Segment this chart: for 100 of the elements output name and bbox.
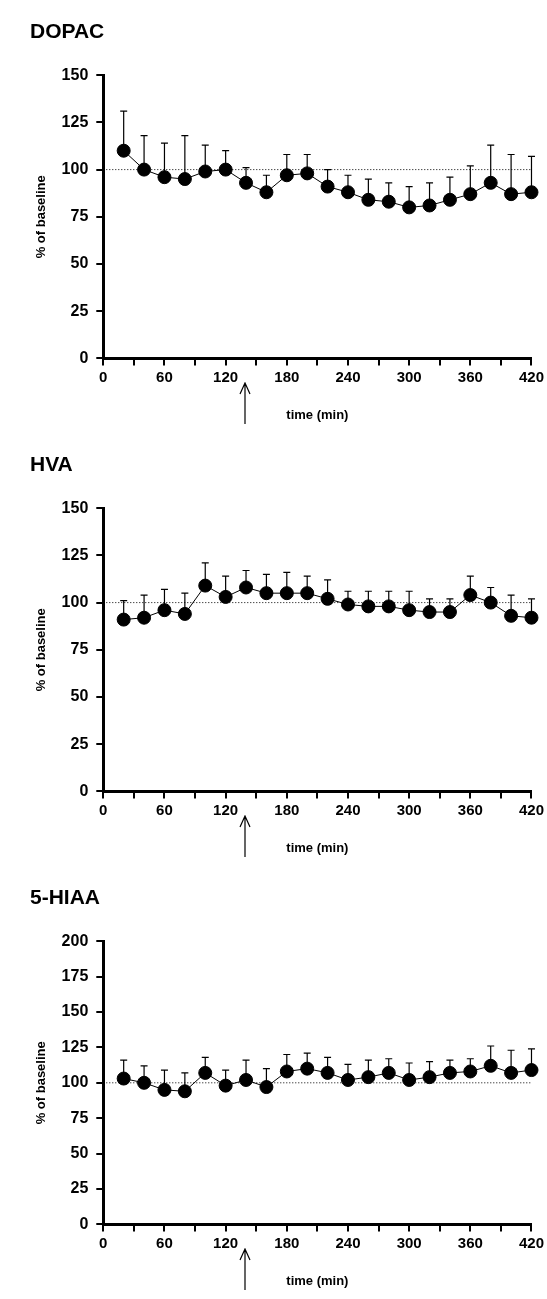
- y-tick-label: 0: [79, 348, 89, 366]
- y-tick-label: 200: [61, 931, 89, 949]
- x-axis-title: time (min): [286, 406, 349, 422]
- x-tick-label: 60: [156, 800, 173, 818]
- x-tick-label: 360: [457, 1233, 483, 1251]
- y-tick-label: 50: [70, 687, 89, 705]
- x-tick-label: 120: [213, 800, 239, 818]
- point: [137, 1075, 152, 1090]
- point: [504, 608, 519, 623]
- y-tick-label: 50: [70, 1144, 89, 1162]
- x-tick-label: 360: [457, 367, 483, 385]
- point: [239, 175, 254, 190]
- x-tick-label: 60: [156, 367, 173, 385]
- point: [483, 1058, 498, 1073]
- point: [300, 586, 315, 601]
- x-tick-label: 120: [213, 1233, 239, 1251]
- point: [381, 194, 396, 209]
- y-tick-label: 150: [61, 498, 89, 516]
- point: [340, 597, 355, 612]
- point: [198, 164, 213, 179]
- point: [340, 1072, 355, 1087]
- y-tick-label: 150: [61, 1002, 89, 1020]
- y-tick-label: 125: [61, 112, 89, 130]
- point: [279, 586, 294, 601]
- point: [381, 599, 396, 614]
- point: [218, 589, 233, 604]
- point: [320, 591, 335, 606]
- y-tick-label: 50: [70, 254, 89, 272]
- point: [361, 192, 376, 207]
- chart-title: 5-HIAA: [30, 885, 101, 909]
- y-tick-label: 150: [61, 65, 89, 83]
- point: [483, 175, 498, 190]
- y-tick-label: 175: [61, 967, 89, 985]
- point: [483, 595, 498, 610]
- point: [239, 580, 254, 595]
- x-tick-label: 0: [99, 1233, 108, 1251]
- point: [279, 1064, 294, 1079]
- point: [422, 1070, 437, 1085]
- point: [463, 588, 478, 603]
- point: [259, 1080, 274, 1095]
- y-tick-label: 75: [70, 1108, 89, 1126]
- point: [361, 599, 376, 614]
- y-tick-label: 125: [61, 1037, 89, 1055]
- y-tick-label: 100: [61, 160, 89, 178]
- chart-title: HVA: [30, 452, 73, 476]
- point: [402, 1072, 417, 1087]
- point: [157, 603, 172, 618]
- x-tick-label: 0: [99, 800, 108, 818]
- point: [300, 166, 315, 181]
- point: [524, 1063, 539, 1078]
- point: [116, 1071, 131, 1086]
- point: [524, 610, 539, 625]
- point: [442, 192, 457, 207]
- x-tick-label: 300: [396, 800, 422, 818]
- point: [381, 1065, 396, 1080]
- point: [463, 187, 478, 202]
- point: [442, 605, 457, 620]
- point: [198, 1065, 213, 1080]
- y-tick-label: 25: [70, 301, 89, 319]
- y-tick-label: 100: [61, 1073, 89, 1091]
- point: [137, 610, 152, 625]
- point: [198, 578, 213, 593]
- point: [157, 170, 172, 185]
- x-tick-label: 180: [274, 367, 300, 385]
- y-tick-label: 25: [70, 1179, 89, 1197]
- x-tick-label: 120: [213, 367, 239, 385]
- x-tick-label: 180: [274, 800, 300, 818]
- x-tick-label: 420: [518, 1233, 544, 1251]
- point: [177, 172, 192, 187]
- point: [279, 168, 294, 183]
- x-tick-label: 0: [99, 367, 108, 385]
- point: [463, 1064, 478, 1079]
- point: [116, 143, 131, 158]
- point: [218, 162, 233, 177]
- point: [422, 198, 437, 213]
- point: [259, 586, 274, 601]
- y-tick-label: 0: [79, 1214, 89, 1232]
- x-axis-title: time (min): [286, 839, 349, 855]
- x-tick-label: 60: [156, 1233, 173, 1251]
- point: [157, 1082, 172, 1097]
- point: [320, 179, 335, 194]
- y-tick-label: 25: [70, 734, 89, 752]
- x-tick-label: 180: [274, 1233, 300, 1251]
- x-tick-label: 240: [335, 367, 361, 385]
- point: [218, 1078, 233, 1093]
- y-tick-label: 0: [79, 781, 89, 799]
- x-tick-label: 420: [518, 800, 544, 818]
- y-tick-label: 75: [70, 207, 89, 225]
- point: [300, 1061, 315, 1076]
- y-tick-label: 100: [61, 593, 89, 611]
- point: [402, 603, 417, 618]
- x-tick-label: 240: [335, 1233, 361, 1251]
- x-tick-label: 300: [396, 1233, 422, 1251]
- point: [361, 1070, 376, 1085]
- point: [422, 605, 437, 620]
- y-axis-title: % of baseline: [33, 608, 49, 692]
- point: [177, 1084, 192, 1099]
- point: [177, 606, 192, 621]
- x-tick-label: 300: [396, 367, 422, 385]
- x-tick-label: 240: [335, 800, 361, 818]
